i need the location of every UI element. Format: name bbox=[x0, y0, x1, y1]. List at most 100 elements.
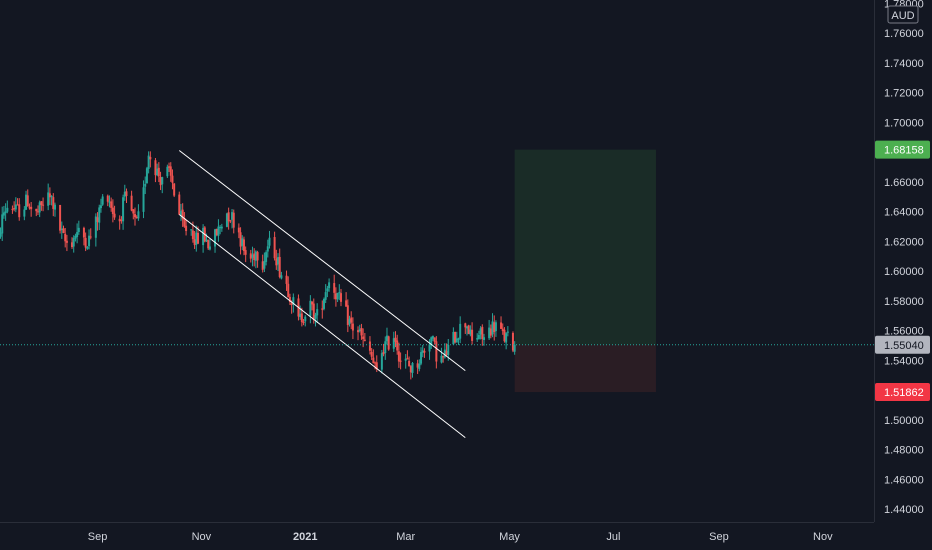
candle[interactable] bbox=[459, 316, 462, 344]
candle[interactable] bbox=[374, 361, 377, 370]
candle[interactable] bbox=[465, 325, 468, 336]
candle[interactable] bbox=[324, 284, 327, 304]
candle[interactable] bbox=[82, 226, 85, 246]
candle[interactable] bbox=[280, 271, 283, 280]
candle[interactable] bbox=[181, 203, 184, 227]
candle[interactable] bbox=[134, 207, 137, 226]
candle[interactable] bbox=[227, 207, 230, 230]
candle[interactable] bbox=[385, 327, 388, 345]
candle[interactable] bbox=[511, 331, 514, 353]
candle[interactable] bbox=[326, 285, 329, 298]
candle[interactable] bbox=[394, 331, 397, 348]
candle[interactable] bbox=[423, 348, 426, 358]
stop-loss-badge[interactable]: 1.51862 bbox=[875, 383, 930, 402]
candle[interactable] bbox=[314, 312, 317, 327]
candle[interactable] bbox=[471, 322, 474, 345]
candle[interactable] bbox=[316, 303, 319, 324]
candle[interactable] bbox=[322, 297, 325, 311]
candle[interactable] bbox=[418, 359, 421, 372]
candle[interactable] bbox=[443, 343, 446, 359]
candle[interactable] bbox=[11, 205, 14, 214]
candle[interactable] bbox=[321, 300, 324, 319]
candle[interactable] bbox=[380, 349, 383, 374]
candle[interactable] bbox=[469, 325, 472, 337]
candle[interactable] bbox=[311, 300, 314, 311]
candle[interactable] bbox=[368, 336, 371, 355]
candle[interactable] bbox=[431, 335, 434, 342]
candle[interactable] bbox=[125, 188, 128, 203]
candle[interactable] bbox=[106, 194, 109, 207]
current-price-badge[interactable]: 1.55040 bbox=[875, 335, 930, 354]
candle[interactable] bbox=[123, 184, 126, 201]
candle[interactable] bbox=[435, 336, 438, 369]
candle[interactable] bbox=[64, 228, 67, 248]
candle[interactable] bbox=[481, 324, 484, 346]
candle[interactable] bbox=[346, 299, 349, 333]
candle[interactable] bbox=[430, 336, 433, 349]
candle[interactable] bbox=[372, 349, 375, 364]
candle[interactable] bbox=[406, 350, 409, 360]
candle[interactable] bbox=[253, 248, 256, 267]
candle[interactable] bbox=[491, 313, 494, 338]
candle[interactable] bbox=[195, 225, 198, 252]
candle[interactable] bbox=[38, 200, 41, 218]
candle[interactable] bbox=[137, 204, 140, 221]
candle[interactable] bbox=[300, 307, 303, 327]
candle[interactable] bbox=[147, 151, 150, 174]
candle[interactable] bbox=[288, 293, 291, 305]
candle[interactable] bbox=[142, 180, 145, 219]
candle[interactable] bbox=[35, 208, 38, 217]
candle[interactable] bbox=[135, 215, 138, 219]
candle[interactable] bbox=[48, 187, 51, 205]
candle[interactable] bbox=[350, 311, 353, 330]
trend-channel-lower[interactable] bbox=[178, 214, 466, 438]
candle[interactable] bbox=[408, 356, 411, 367]
candle[interactable] bbox=[171, 169, 174, 190]
currency-label-box[interactable] bbox=[887, 5, 919, 24]
candle[interactable] bbox=[145, 166, 148, 184]
candle[interactable] bbox=[249, 249, 252, 263]
candle[interactable] bbox=[157, 162, 160, 183]
candle[interactable] bbox=[14, 197, 17, 213]
candle[interactable] bbox=[397, 342, 400, 368]
candle[interactable] bbox=[404, 354, 407, 369]
candle[interactable] bbox=[345, 292, 348, 307]
candle[interactable] bbox=[237, 223, 240, 239]
candle[interactable] bbox=[254, 250, 257, 269]
candle[interactable] bbox=[59, 204, 62, 234]
candle[interactable] bbox=[193, 231, 196, 249]
candle[interactable] bbox=[42, 197, 45, 212]
candle[interactable] bbox=[169, 162, 172, 182]
candle[interactable] bbox=[154, 158, 157, 183]
candle[interactable] bbox=[392, 331, 395, 352]
candle[interactable] bbox=[455, 331, 458, 343]
candle[interactable] bbox=[178, 191, 181, 215]
candle[interactable] bbox=[18, 198, 21, 221]
candle[interactable] bbox=[287, 276, 290, 298]
candle[interactable] bbox=[23, 206, 26, 221]
candle[interactable] bbox=[421, 345, 424, 358]
candle[interactable] bbox=[6, 200, 9, 214]
candle[interactable] bbox=[334, 287, 337, 307]
candle[interactable] bbox=[118, 215, 121, 230]
take-profit-badge[interactable]: 1.68158 bbox=[875, 140, 930, 159]
candle[interactable] bbox=[242, 236, 245, 256]
candle[interactable] bbox=[40, 201, 43, 211]
candle[interactable] bbox=[28, 203, 31, 210]
candle[interactable] bbox=[420, 347, 423, 366]
candle[interactable] bbox=[166, 164, 169, 178]
candle[interactable] bbox=[77, 220, 80, 235]
candle[interactable] bbox=[225, 212, 228, 228]
candle[interactable] bbox=[84, 232, 87, 252]
candle[interactable] bbox=[452, 327, 455, 345]
candle[interactable] bbox=[13, 201, 16, 212]
candle[interactable] bbox=[384, 336, 387, 360]
candle[interactable] bbox=[457, 337, 460, 345]
candle[interactable] bbox=[433, 337, 436, 345]
candle[interactable] bbox=[273, 231, 276, 261]
candle[interactable] bbox=[411, 362, 414, 378]
candle[interactable] bbox=[217, 219, 220, 242]
candle[interactable] bbox=[239, 227, 242, 255]
